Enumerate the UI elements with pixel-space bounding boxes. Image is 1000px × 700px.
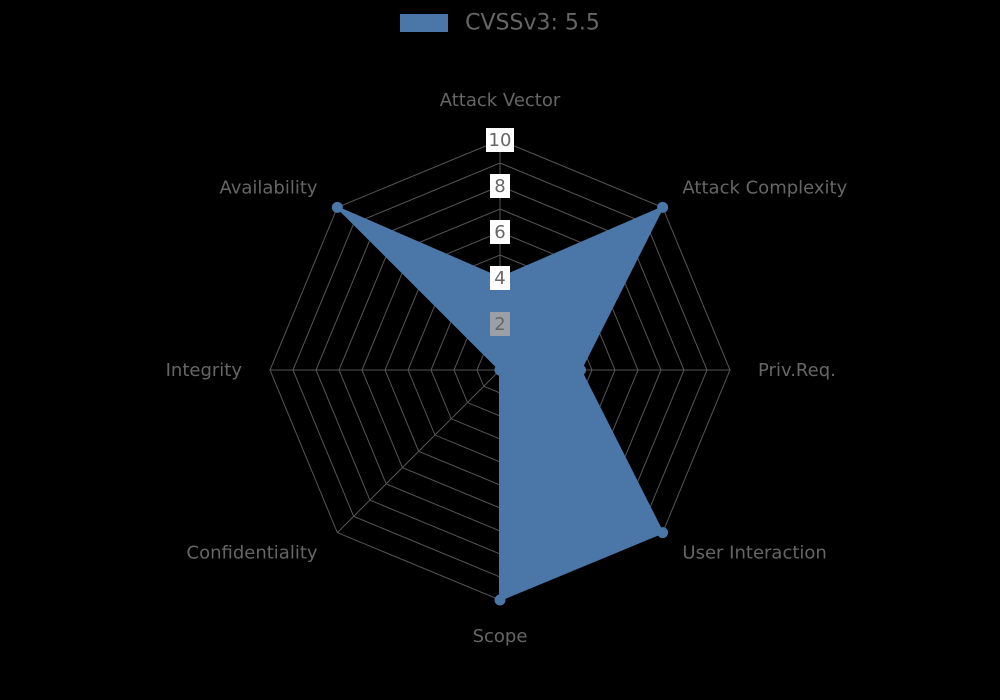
radar-tick-label: 10	[489, 130, 512, 151]
radar-axis-label: Attack Vector	[440, 90, 561, 111]
radar-data-point	[658, 202, 668, 212]
radar-data-point	[495, 595, 505, 605]
radar-data-point	[332, 202, 342, 212]
radar-data-point	[658, 528, 668, 538]
radar-data-point	[576, 365, 586, 375]
radar-axis-label: Confidentiality	[187, 542, 318, 563]
radar-axis-label: Priv.Req.	[758, 360, 836, 381]
radar-tick-label: 6	[494, 222, 505, 243]
radar-axis-label: Integrity	[166, 360, 243, 381]
radar-chart-svg: 2 4 6 8 10 Attack Vector Attack Complexity Priv…	[0, 0, 1000, 700]
radar-tick-label: 8	[494, 176, 505, 197]
legend-swatch	[400, 14, 448, 32]
radar-data-point	[495, 365, 505, 375]
radar-axis-label: Attack Complexity	[682, 178, 847, 199]
radar-chart-container: CVSSv3: 5.5 2 4 6 8 10 Attack Vector Attack Co…	[0, 0, 1000, 700]
radar-tick-label: 2	[494, 314, 505, 335]
radar-axis-label: Availability	[219, 178, 317, 199]
radar-axis-label: User Interaction	[682, 542, 826, 563]
radar-tick-label: 4	[494, 268, 505, 289]
radar-axis-label: Scope	[473, 626, 528, 647]
chart-legend: CVSSv3: 5.5	[0, 10, 1000, 36]
radar-spoke	[337, 370, 500, 533]
legend-label: CVSSv3: 5.5	[465, 11, 600, 36]
